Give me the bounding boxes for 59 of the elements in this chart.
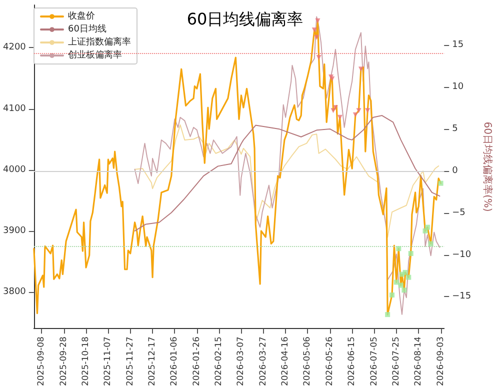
point	[438, 180, 444, 186]
x-tick-label: 2026-05-06	[302, 336, 313, 386]
x-tick-label: 2025-11-07	[103, 336, 114, 386]
x-tick-label: 2026-01-06	[170, 336, 180, 386]
x-tick-label: 2026-01-26	[192, 336, 202, 386]
x-tick-label: 2025-09-28	[58, 336, 69, 386]
legend-label: 上证指数偏离率	[68, 36, 131, 48]
x-tick-label: 2026-08-14	[414, 336, 424, 386]
point	[408, 251, 414, 256]
point	[316, 55, 322, 60]
point	[312, 28, 317, 33]
y2-tick-label: 10	[452, 82, 464, 92]
x-tick-label: 2026-03-07	[236, 336, 246, 386]
x-tick-label: 2025-12-17	[148, 336, 158, 386]
point	[337, 114, 342, 120]
y2-tick-label: 15	[452, 40, 464, 50]
y-tick-label: 4100	[3, 104, 26, 114]
y2-tick-label: −15	[452, 292, 472, 302]
point	[424, 224, 430, 230]
y-tick-label: 3900	[3, 226, 26, 236]
y-tick-label: 4200	[3, 42, 26, 53]
x-tick-label: 2026-09-03	[436, 336, 446, 386]
y2-tick-label: 0	[452, 166, 458, 176]
y2-tick-label: −10	[452, 250, 472, 260]
x-tick-label: 2025-09-08	[36, 336, 47, 386]
x-tick-label: 2026-04-16	[280, 336, 291, 386]
point	[330, 108, 336, 114]
point	[390, 292, 394, 298]
x-tick-label: 2026-02-15	[214, 336, 224, 386]
point	[352, 112, 358, 118]
point	[406, 274, 412, 280]
point	[394, 280, 399, 285]
x-tick-label: 2026-07-05	[369, 336, 380, 386]
point	[332, 105, 338, 110]
x-tick-label: 2025-10-18	[81, 336, 92, 386]
x-tick-label: 2026-06-15	[347, 336, 358, 386]
x-tick-label: 2025-11-27	[125, 336, 136, 386]
point	[396, 246, 402, 252]
legend-label: 60日均线	[68, 24, 106, 34]
x-tick-label: 2026-03-27	[258, 336, 268, 386]
point	[356, 108, 362, 114]
legend-label: 收盘价	[68, 10, 95, 22]
point	[385, 312, 390, 318]
point	[315, 18, 320, 24]
point	[428, 241, 434, 246]
point	[314, 34, 320, 40]
x-tick-label: 2026-05-26	[324, 336, 335, 386]
y2-tick-label: −5	[452, 208, 466, 218]
x-tick-label: 2026-07-25	[391, 336, 402, 386]
point	[398, 282, 404, 288]
y-tick-label: 4000	[3, 164, 26, 175]
point	[358, 66, 364, 72]
y2-tick-label: 5	[452, 124, 458, 134]
y2-axis-title: 60日均线偏离率(%)	[482, 122, 494, 212]
point	[365, 108, 370, 114]
y-tick-label: 3800	[3, 286, 26, 297]
chart-title: 60日均线偏离率	[186, 10, 304, 28]
point	[402, 270, 408, 275]
point	[402, 288, 407, 293]
